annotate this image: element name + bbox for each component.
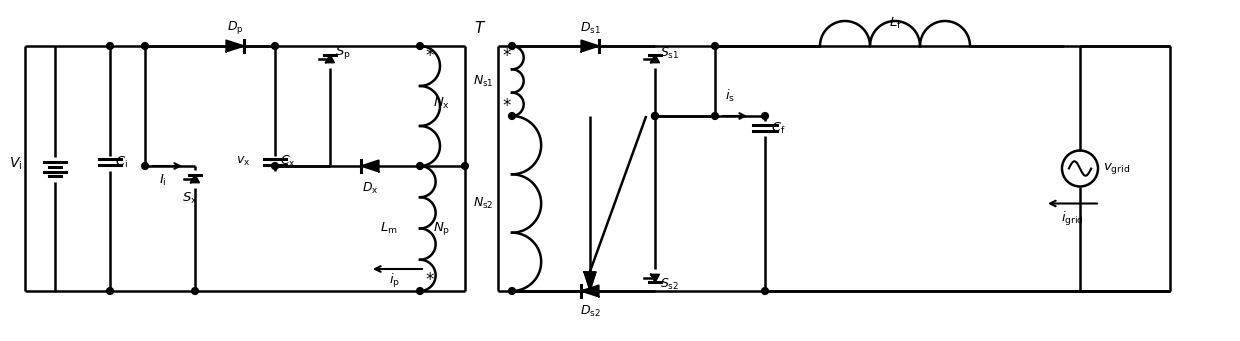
Text: $L_\mathrm{m}$: $L_\mathrm{m}$ bbox=[381, 221, 398, 236]
Circle shape bbox=[272, 163, 279, 169]
Polygon shape bbox=[191, 175, 200, 182]
Circle shape bbox=[712, 113, 718, 119]
Text: $N_\mathrm{p}$: $N_\mathrm{p}$ bbox=[433, 220, 450, 237]
Text: $S_\mathrm{p}$: $S_\mathrm{p}$ bbox=[335, 44, 351, 61]
Text: $T$: $T$ bbox=[474, 20, 486, 36]
Text: $v_\mathrm{x}$: $v_\mathrm{x}$ bbox=[236, 154, 250, 167]
Polygon shape bbox=[582, 285, 599, 297]
Text: $D_\mathrm{s2}$: $D_\mathrm{s2}$ bbox=[579, 304, 600, 319]
Circle shape bbox=[712, 43, 718, 49]
Text: $C_\mathrm{x}$: $C_\mathrm{x}$ bbox=[279, 153, 295, 168]
Text: $S_\mathrm{s2}$: $S_\mathrm{s2}$ bbox=[660, 277, 680, 292]
Polygon shape bbox=[651, 275, 660, 282]
Circle shape bbox=[107, 43, 113, 49]
Polygon shape bbox=[584, 272, 596, 290]
Circle shape bbox=[508, 43, 516, 49]
Circle shape bbox=[192, 287, 198, 294]
Polygon shape bbox=[651, 55, 660, 62]
Text: $S_\mathrm{s1}$: $S_\mathrm{s1}$ bbox=[660, 45, 680, 61]
Circle shape bbox=[141, 43, 149, 49]
Circle shape bbox=[417, 287, 423, 294]
Circle shape bbox=[107, 287, 113, 294]
Text: *: * bbox=[425, 47, 434, 65]
Circle shape bbox=[417, 43, 423, 49]
Text: $I_\mathrm{i}$: $I_\mathrm{i}$ bbox=[159, 173, 167, 188]
Text: $D_\mathrm{x}$: $D_\mathrm{x}$ bbox=[362, 181, 378, 196]
Polygon shape bbox=[361, 160, 378, 172]
Circle shape bbox=[508, 287, 516, 294]
Text: $S_\mathrm{x}$: $S_\mathrm{x}$ bbox=[182, 191, 198, 206]
Text: $L_\mathrm{f}$: $L_\mathrm{f}$ bbox=[889, 16, 901, 31]
Circle shape bbox=[141, 163, 149, 169]
Circle shape bbox=[761, 113, 769, 119]
Polygon shape bbox=[226, 40, 244, 52]
Polygon shape bbox=[326, 55, 335, 62]
Text: $i_\mathrm{grid}$: $i_\mathrm{grid}$ bbox=[1060, 209, 1084, 227]
Circle shape bbox=[651, 113, 658, 119]
Text: $N_\mathrm{s2}$: $N_\mathrm{s2}$ bbox=[474, 196, 494, 211]
Text: $i_\mathrm{s}$: $i_\mathrm{s}$ bbox=[725, 88, 735, 104]
Text: $C_\mathrm{f}$: $C_\mathrm{f}$ bbox=[771, 120, 786, 136]
Text: *: * bbox=[502, 47, 511, 65]
Polygon shape bbox=[582, 40, 599, 52]
Text: $N_\mathrm{x}$: $N_\mathrm{x}$ bbox=[433, 95, 450, 110]
Circle shape bbox=[651, 113, 658, 119]
Circle shape bbox=[461, 163, 469, 169]
Text: $C_\mathrm{i}$: $C_\mathrm{i}$ bbox=[115, 154, 128, 169]
Text: $N_\mathrm{s1}$: $N_\mathrm{s1}$ bbox=[474, 73, 494, 89]
Circle shape bbox=[272, 43, 279, 49]
Text: *: * bbox=[502, 97, 511, 115]
Text: $V_\mathrm{i}$: $V_\mathrm{i}$ bbox=[9, 155, 22, 172]
Circle shape bbox=[508, 113, 516, 119]
Text: $D_\mathrm{s1}$: $D_\mathrm{s1}$ bbox=[579, 21, 600, 36]
Text: $v_\mathrm{grid}$: $v_\mathrm{grid}$ bbox=[1104, 161, 1130, 176]
Polygon shape bbox=[584, 272, 595, 290]
Circle shape bbox=[417, 163, 423, 169]
Text: $D_\mathrm{p}$: $D_\mathrm{p}$ bbox=[227, 19, 243, 36]
Circle shape bbox=[761, 287, 769, 294]
Text: *: * bbox=[425, 271, 434, 289]
Text: $i_\mathrm{p}$: $i_\mathrm{p}$ bbox=[389, 272, 401, 290]
